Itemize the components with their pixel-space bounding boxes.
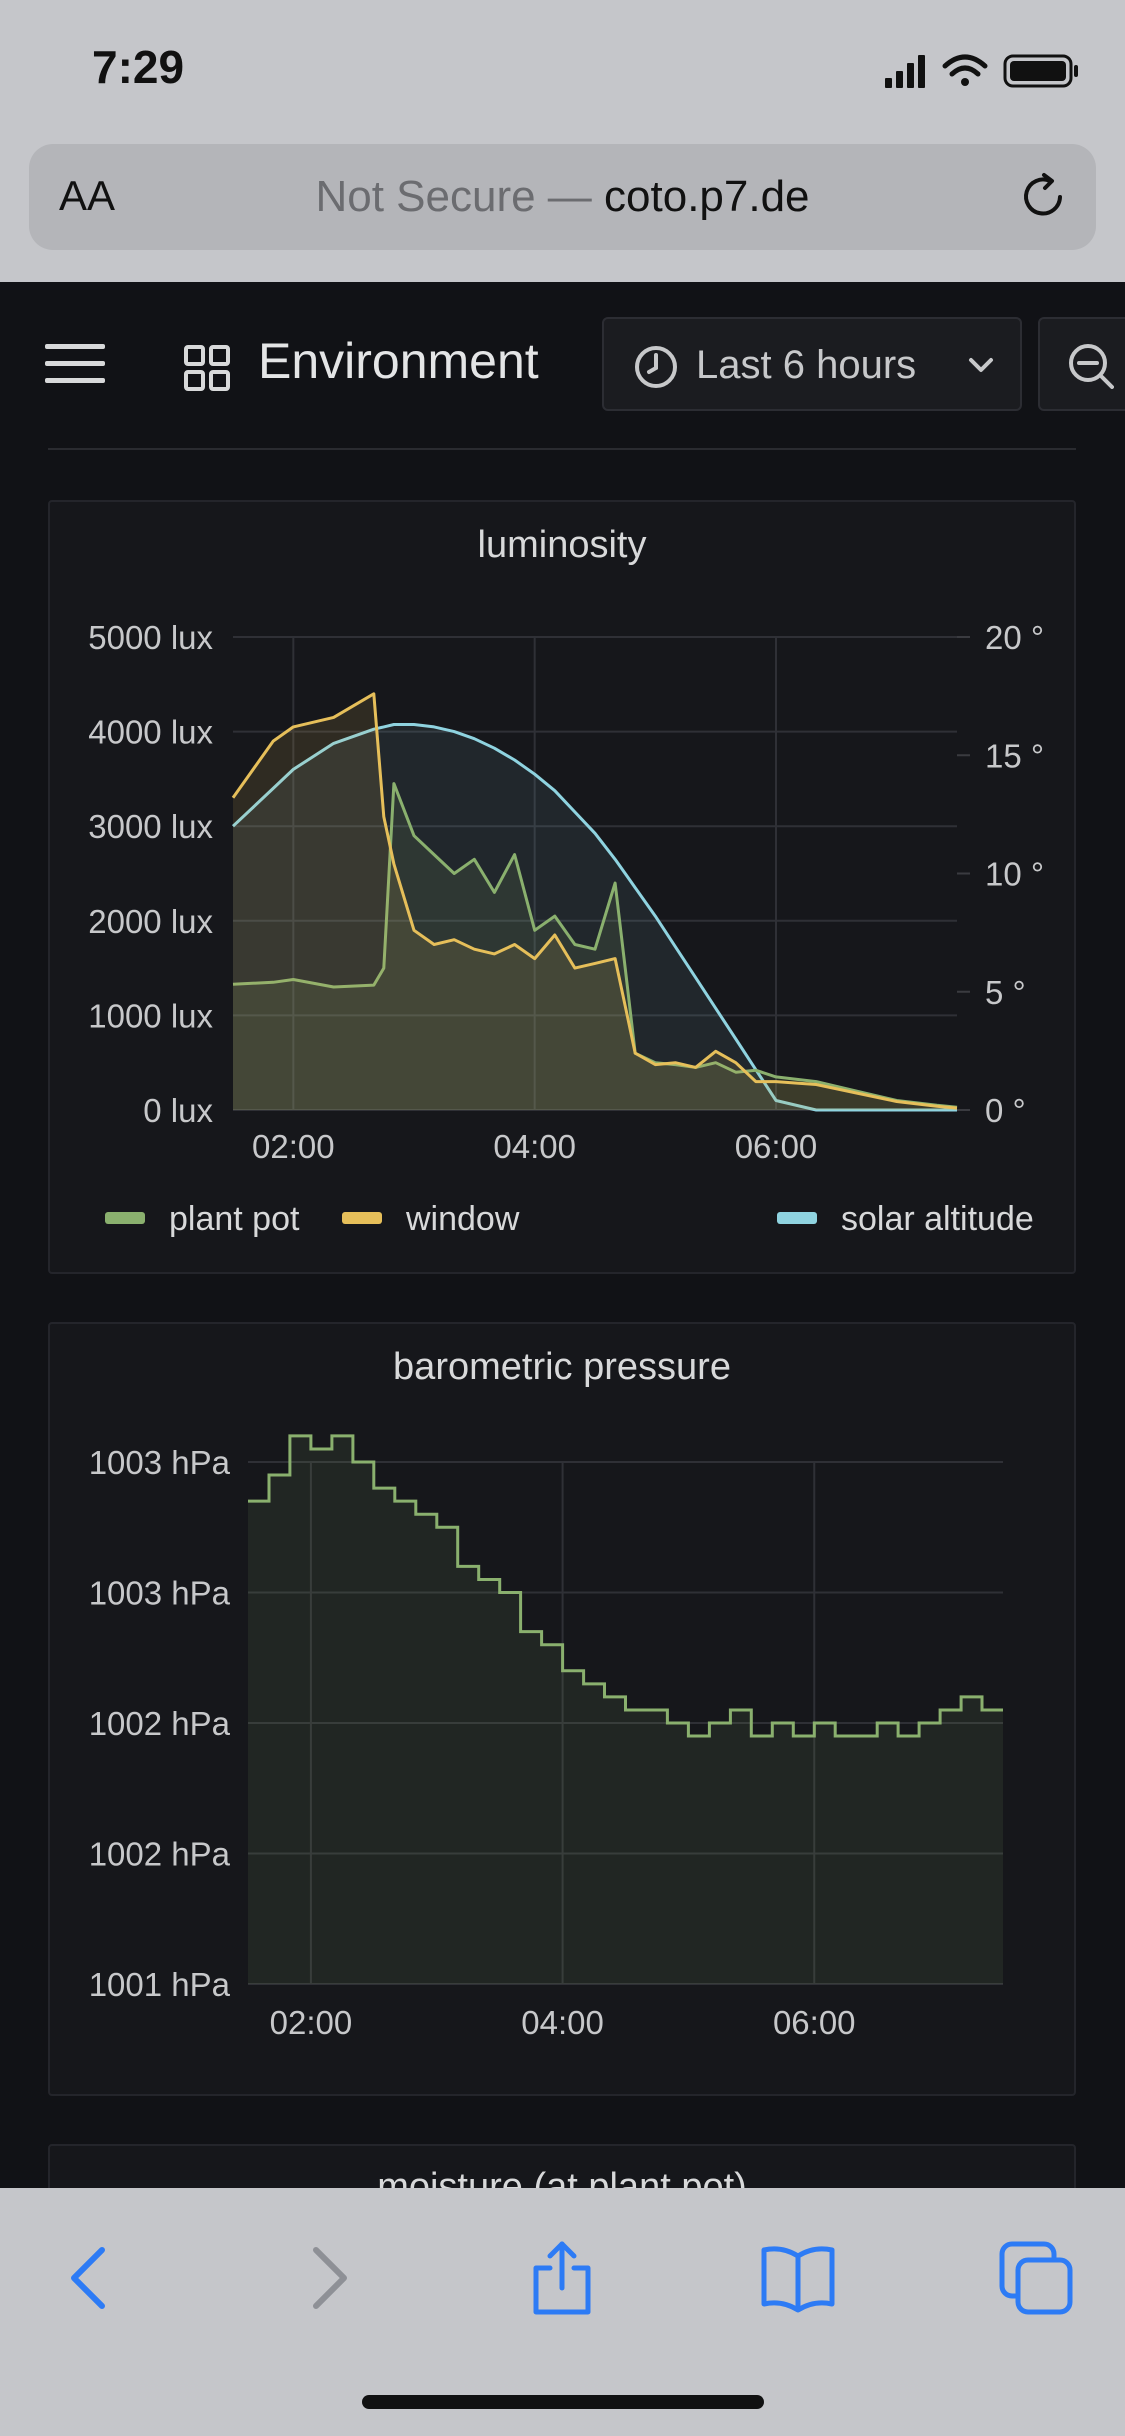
clock-icon xyxy=(634,345,678,389)
menu-icon[interactable] xyxy=(45,342,105,386)
y2-tick-label: 15 ° xyxy=(985,737,1044,774)
tabs-icon[interactable] xyxy=(996,2238,1076,2318)
forward-icon[interactable] xyxy=(290,2238,370,2318)
address-bar[interactable]: AA Not Secure — coto.p7.de xyxy=(29,144,1096,250)
row-divider xyxy=(48,448,1076,450)
legend-swatch xyxy=(105,1212,145,1224)
battery-icon xyxy=(1005,56,1078,86)
home-indicator xyxy=(362,2395,764,2409)
x-tick-label: 02:00 xyxy=(270,2004,353,2041)
legend-swatch xyxy=(777,1212,817,1224)
y2-tick-label: 20 ° xyxy=(985,619,1044,656)
y-tick-label: 1000 lux xyxy=(88,997,213,1034)
dashboard-header: Environment Last 6 hours xyxy=(0,282,1125,452)
status-icons xyxy=(885,50,1085,90)
dashboard-title[interactable]: Environment xyxy=(258,332,539,390)
share-icon[interactable] xyxy=(522,2238,602,2318)
legend-label: solar altitude xyxy=(841,1200,1034,1238)
legend-label: window xyxy=(405,1200,520,1238)
time-range-picker[interactable]: Last 6 hours xyxy=(602,317,1022,411)
not-secure-label: Not Secure — xyxy=(315,172,604,221)
y-tick-label: 5000 lux xyxy=(88,619,213,656)
x-tick-label: 02:00 xyxy=(252,1128,335,1165)
url-display[interactable]: Not Secure — coto.p7.de xyxy=(29,172,1096,222)
url-domain: coto.p7.de xyxy=(604,172,810,221)
y-tick-label: 1002 hPa xyxy=(89,1836,231,1873)
zoom-out-button[interactable] xyxy=(1038,317,1125,411)
y-tick-label: 1003 hPa xyxy=(89,1444,231,1481)
chevron-down-icon xyxy=(968,355,994,375)
y-tick-label: 1001 hPa xyxy=(89,1966,231,2003)
y2-tick-label: 0 ° xyxy=(985,1092,1026,1129)
pressure-chart[interactable]: 1003 hPa 1003 hPa 1002 hPa 1002 hPa 1001 hPa… xyxy=(50,1324,1074,2094)
y2-tick-label: 5 ° xyxy=(985,974,1026,1011)
status-time: 7:29 xyxy=(92,40,184,94)
x-tick-label: 04:00 xyxy=(493,1128,576,1165)
y2-tick-label: 10 ° xyxy=(985,856,1044,893)
back-icon[interactable] xyxy=(48,2238,128,2318)
wifi-icon xyxy=(945,57,985,86)
bookmarks-icon[interactable] xyxy=(758,2238,838,2318)
x-tick-label: 06:00 xyxy=(735,1128,818,1165)
y-tick-label: 1002 hPa xyxy=(89,1705,231,1742)
luminosity-chart[interactable]: 5000 lux 4000 lux 3000 lux 2000 lux 1000 lux… xyxy=(50,502,1074,1272)
y-tick-label: 2000 lux xyxy=(88,903,213,940)
legend-label: plant pot xyxy=(169,1200,300,1238)
cellular-signal-icon xyxy=(885,55,925,88)
luminosity-panel[interactable]: luminosity 5000 lux 4000 lux 3000 lux 2000 … xyxy=(48,500,1076,1274)
reload-icon[interactable] xyxy=(1016,170,1070,224)
safari-top-bar: 7:29 AA Not Secure — coto.p7.de xyxy=(0,0,1125,282)
zoom-out-icon xyxy=(1068,343,1114,389)
time-range-label: Last 6 hours xyxy=(696,343,916,388)
dashboard-grid-icon[interactable] xyxy=(183,344,231,392)
pressure-panel[interactable]: barometric pressure 1003 hPa 1003 hPa 1002… xyxy=(48,1322,1076,2096)
legend-swatch xyxy=(342,1212,382,1224)
y-tick-label: 0 lux xyxy=(143,1092,213,1129)
y-tick-label: 3000 lux xyxy=(88,808,213,845)
x-tick-label: 06:00 xyxy=(773,2004,856,2041)
y-tick-label: 4000 lux xyxy=(88,714,213,751)
x-tick-label: 04:00 xyxy=(521,2004,604,2041)
y-tick-label: 1003 hPa xyxy=(89,1575,231,1612)
